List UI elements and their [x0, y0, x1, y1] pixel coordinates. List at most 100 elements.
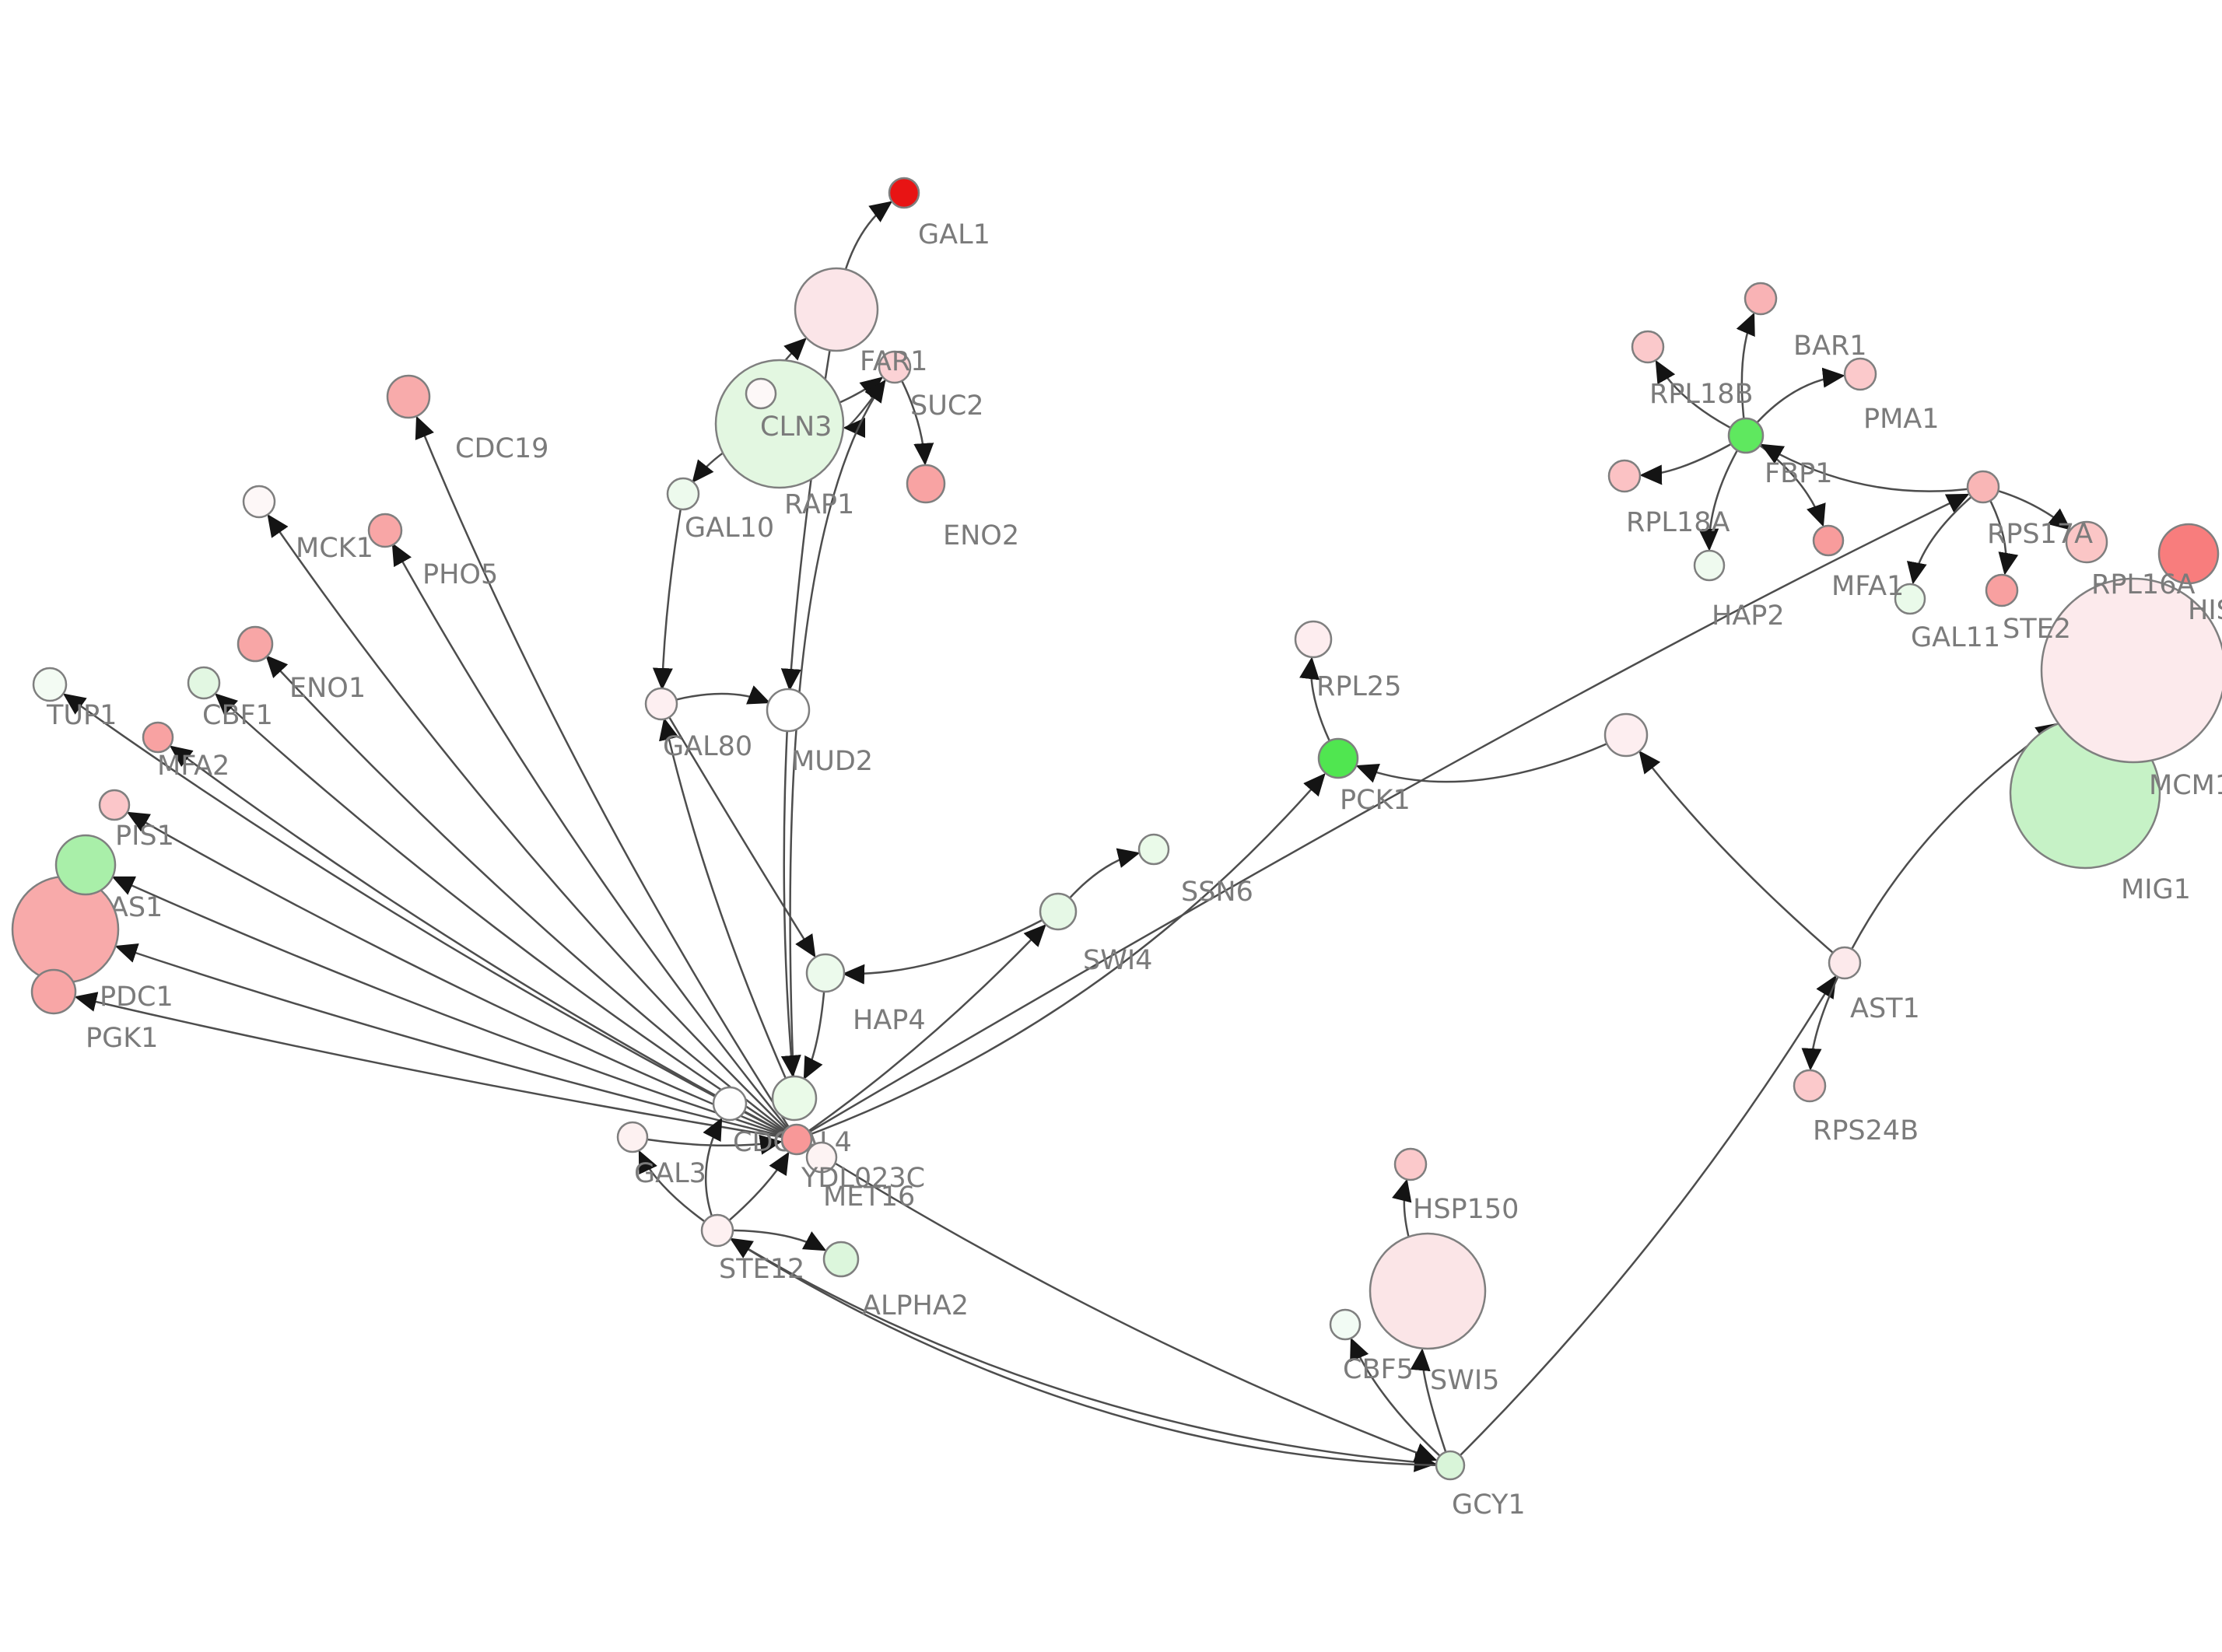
node-RAS1[interactable] [54, 834, 117, 896]
node-UNNAMED[interactable] [1603, 712, 1649, 758]
edge-GAL10-GAL80[interactable] [652, 493, 685, 691]
edge-YDL023C-RPS17A[interactable] [796, 493, 1970, 1141]
node-AST1[interactable] [1828, 946, 1862, 980]
edge-RPS17A-GAL11[interactable] [1906, 486, 1984, 585]
edge-GAL3-YDL023C[interactable] [632, 1134, 783, 1155]
node-BAR1[interactable] [1744, 282, 1778, 316]
edge-FAR1-MUD2[interactable] [780, 309, 838, 691]
node-CLN3[interactable] [745, 377, 777, 410]
edge-RPS17A-FBP1[interactable] [1760, 443, 1984, 492]
edge-YDL023C-GCY1[interactable] [796, 1138, 1438, 1462]
edge-YDL023C-PIS1[interactable] [126, 811, 797, 1141]
node-GAL1[interactable] [888, 177, 920, 209]
edge-YDL023C-PCK1[interactable] [796, 773, 1326, 1141]
node-FAR1[interactable] [794, 267, 879, 352]
edge-UNNAMED-PCK1[interactable] [1355, 733, 1627, 783]
label-ALPHA2: ALPHA2 [862, 1290, 969, 1321]
node-PGK1[interactable] [30, 968, 77, 1015]
edge-GAL80-HAP4[interactable] [660, 703, 816, 958]
node-MFA2[interactable] [142, 721, 174, 754]
node-MCK1[interactable] [242, 485, 276, 519]
node-SWI4[interactable] [1039, 892, 1078, 931]
edge-GAL4-GAL80[interactable] [659, 717, 796, 1099]
edge-YDL023C-SWI4[interactable] [796, 924, 1046, 1141]
node-MFA1[interactable] [1812, 524, 1845, 557]
edge-SWI4-HAP4[interactable] [842, 910, 1059, 985]
edge-STE12-GCY1[interactable] [717, 1229, 1437, 1472]
label-FBP1: FBP1 [1765, 458, 1833, 489]
node-CBF5[interactable] [1329, 1308, 1362, 1341]
node-SSN6[interactable] [1137, 833, 1170, 866]
edge-AST1-RPS24B[interactable] [1801, 962, 1846, 1071]
edge-YDL023C-TUP1[interactable] [62, 693, 797, 1141]
edge-STE12-CDC6[interactable] [703, 1117, 723, 1231]
node-ENO2[interactable] [906, 464, 946, 504]
node-CBF1[interactable] [187, 666, 221, 700]
node-HAP2[interactable] [1693, 549, 1726, 582]
node-STE12[interactable] [700, 1213, 734, 1248]
node-RPL16A[interactable] [2065, 520, 2108, 564]
node-RPL18A[interactable] [1607, 459, 1642, 493]
edge-GCY1-SWI5[interactable] [1410, 1348, 1452, 1466]
label-AST1: AST1 [1850, 993, 1920, 1024]
node-GAL4[interactable] [771, 1075, 818, 1122]
node-GAL80[interactable] [644, 687, 678, 721]
node-RPL18B[interactable] [1631, 330, 1665, 364]
node-GAL11[interactable] [1894, 583, 1926, 615]
label-MCK1: MCK1 [296, 533, 373, 564]
node-PMA1[interactable] [1843, 357, 1877, 391]
node-GCY1[interactable] [1435, 1450, 1466, 1481]
edge-YDL023C-PHO5[interactable] [391, 542, 797, 1140]
node-SUC2[interactable] [878, 350, 912, 384]
edge-GCY1-CBF5[interactable] [1350, 1337, 1451, 1466]
node-MUD2[interactable] [766, 688, 811, 733]
edge-YDL023C-ENO1[interactable] [265, 655, 797, 1140]
edge-YDL023C-CBF1[interactable] [215, 693, 797, 1141]
node-SWI5[interactable] [1369, 1232, 1487, 1350]
node-PDC1[interactable] [11, 875, 120, 984]
edge-GAL4-SUC2[interactable] [789, 379, 886, 1099]
node-CDC6[interactable] [712, 1086, 748, 1122]
edge-FBP1-BAR1[interactable] [1736, 312, 1755, 436]
edge-YDL023C-MFA2[interactable] [169, 745, 797, 1141]
label-SUC2: SUC2 [910, 390, 984, 422]
node-PIS1[interactable] [98, 789, 131, 821]
node-GAL10[interactable] [666, 477, 700, 511]
node-CDC19[interactable] [386, 374, 431, 419]
edge-AST1-MCM1[interactable] [1843, 723, 2059, 964]
edge-GCY1-AST1[interactable] [1449, 975, 1837, 1466]
edge-YDL023C-RAS1[interactable] [111, 876, 797, 1141]
node-PHO5[interactable] [367, 513, 403, 548]
edge-AST1-UNNAMED[interactable] [1638, 750, 1845, 964]
node-FBP1[interactable] [1727, 417, 1765, 454]
edge-YDL023C-MCK1[interactable] [267, 513, 797, 1140]
edge-YDL023C-PDC1[interactable] [114, 943, 797, 1141]
label-YDL023C: YDL023C [801, 1163, 925, 1194]
node-HAP4[interactable] [805, 953, 846, 993]
node-TUP1[interactable] [32, 667, 68, 702]
node-ALPHA2[interactable] [822, 1241, 860, 1278]
edge-YDL023C-CDC19[interactable] [415, 415, 798, 1140]
node-RPS17A[interactable] [1966, 470, 2000, 504]
node-GAL3[interactable] [616, 1121, 649, 1153]
label-GAL11: GAL11 [1911, 622, 2000, 653]
node-MET16[interactable] [805, 1141, 838, 1174]
edge-MUD2-GAL4[interactable] [780, 709, 801, 1078]
node-HIS4[interactable] [2157, 523, 2220, 585]
node-PCK1[interactable] [1317, 737, 1359, 779]
node-STE2[interactable] [1985, 573, 2019, 607]
label-RPL18B: RPL18B [1649, 379, 1753, 410]
node-RPL25[interactable] [1294, 620, 1333, 659]
node-MCM1[interactable] [2040, 577, 2222, 764]
label-PMA1: PMA1 [1863, 404, 1940, 435]
label-MIG1: MIG1 [2121, 874, 2191, 905]
edge-GCY1-STE12[interactable] [729, 1237, 1451, 1467]
node-YDL023C[interactable] [780, 1123, 813, 1156]
node-ENO1[interactable] [237, 625, 274, 663]
label-RPS17A: RPS17A [1987, 519, 2093, 550]
label-GAL10: GAL10 [685, 513, 774, 544]
edge-YDL023C-PGK1[interactable] [74, 992, 797, 1141]
node-HSP150[interactable] [1393, 1147, 1428, 1181]
node-RPS24B[interactable] [1793, 1069, 1827, 1103]
